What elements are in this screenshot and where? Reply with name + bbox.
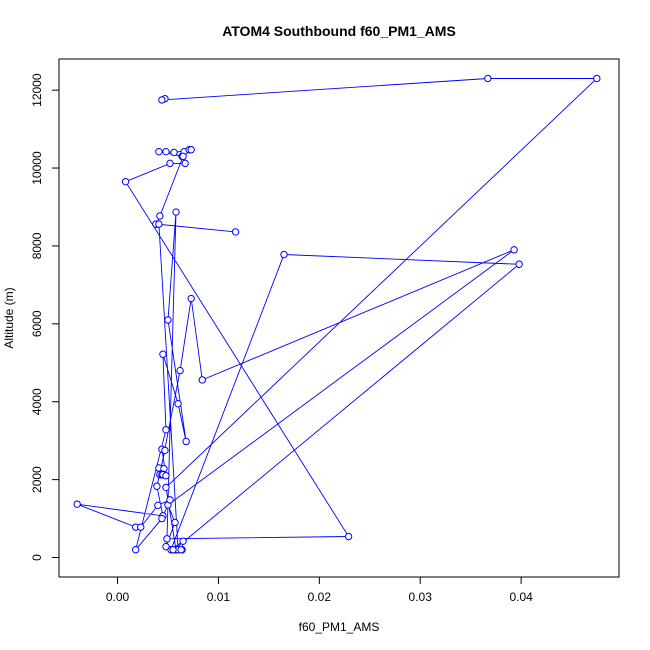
data-point [484, 74, 492, 83]
data-point [162, 147, 170, 156]
data-point [593, 74, 601, 83]
data-point [154, 501, 162, 510]
data-point [155, 220, 163, 228]
y-tick-label: 8000 [30, 232, 44, 259]
series-polyline [77, 78, 598, 551]
y-tick-label: 6000 [30, 310, 44, 337]
x-tick-label: 0.00 [106, 590, 130, 604]
data-point [159, 350, 167, 358]
y-tick-label: 4000 [30, 388, 44, 415]
data-point [198, 376, 206, 384]
x-tick-label: 0.01 [207, 590, 231, 604]
data-point [137, 523, 145, 531]
data-point [187, 146, 195, 154]
y-tick-label: 10000 [30, 151, 44, 185]
data-point [174, 399, 182, 408]
data-point [158, 96, 166, 104]
data-point [158, 514, 166, 523]
data-point [176, 366, 184, 375]
y-tick-label: 12000 [30, 73, 44, 107]
data-point [179, 152, 187, 161]
data-point [164, 316, 172, 324]
data-point [179, 537, 187, 545]
data-point [177, 546, 185, 554]
data-point [187, 294, 195, 303]
y-axis-label: Altitude (m) [2, 287, 16, 348]
series-points [73, 74, 601, 554]
data-point [121, 177, 130, 186]
y-tick-label: 0 [30, 554, 44, 561]
data-point [344, 532, 353, 541]
data-point [169, 546, 177, 554]
data-point [162, 483, 170, 492]
x-tick-label: 0.03 [409, 590, 433, 604]
data-point [231, 228, 240, 236]
x-tick-label: 0.02 [308, 590, 332, 604]
data-point [170, 148, 178, 157]
data-point [162, 472, 170, 480]
data-point [166, 496, 174, 504]
data-point [162, 426, 170, 434]
data-point [515, 260, 523, 268]
data-point [181, 159, 189, 168]
data-point [510, 246, 518, 254]
data-point [73, 500, 81, 508]
data-point [280, 250, 288, 259]
data-point [153, 482, 161, 490]
data-point [182, 437, 190, 446]
data-point [155, 147, 163, 156]
y-axis: 0 2000 4000 6000 8000 10000 12000 [30, 73, 60, 561]
x-axis-label: f60_PM1_AMS [299, 620, 380, 634]
data-point [163, 535, 171, 543]
data-point [172, 208, 180, 216]
data-point [171, 518, 179, 527]
chart-title: ATOM4 Southbound f60_PM1_AMS [222, 23, 456, 39]
data-point [156, 212, 164, 220]
x-tick-label: 0.04 [509, 590, 533, 604]
data-point [162, 542, 170, 551]
data-point [161, 446, 169, 455]
y-tick-label: 2000 [30, 466, 44, 493]
data-point [166, 159, 174, 168]
series-line [77, 78, 598, 551]
data-point [131, 546, 140, 554]
x-axis: 0.00 0.01 0.02 0.03 0.04 [106, 576, 533, 604]
